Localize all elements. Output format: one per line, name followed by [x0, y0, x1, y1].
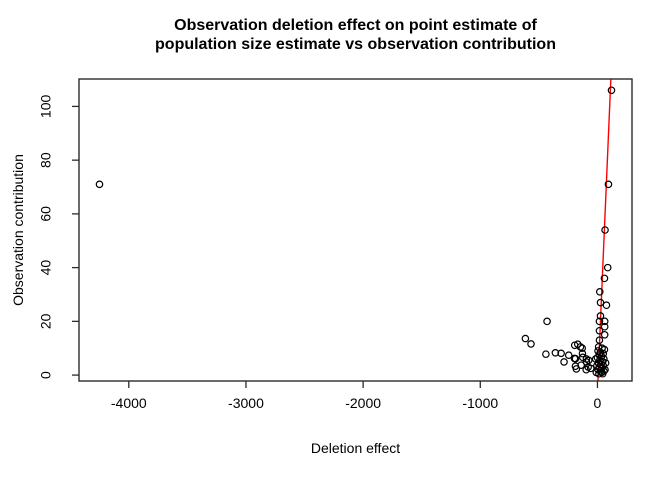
data-point [596, 312, 605, 320]
data-point [543, 317, 551, 326]
data-point [600, 317, 609, 326]
data-point [595, 287, 604, 296]
data-point [601, 359, 610, 367]
y-tick-label: 0 [38, 371, 54, 379]
data-point [604, 180, 613, 189]
data-point [600, 330, 609, 339]
y-tick-label: 100 [38, 95, 54, 119]
data-point [595, 369, 603, 378]
data-point [527, 340, 535, 348]
y-tick-label: 60 [38, 206, 54, 222]
data-point [582, 355, 591, 363]
data-point [571, 354, 580, 363]
x-tick-label: -4000 [111, 395, 147, 411]
data-point [578, 344, 587, 353]
data-point [600, 274, 609, 283]
x-tick-label: -3000 [228, 395, 264, 411]
data-point [602, 301, 611, 310]
x-axis-label: Deletion effect [310, 440, 401, 456]
data-point [582, 358, 591, 366]
data-point [542, 350, 550, 358]
data-point [598, 369, 607, 378]
data-point [578, 349, 587, 358]
data-point [603, 263, 612, 272]
fit-line [597, 78, 612, 382]
data-point [591, 355, 600, 363]
y-tick-label: 20 [38, 313, 54, 329]
data-point [596, 298, 605, 307]
data-point [560, 358, 568, 366]
x-tick-label: -2000 [345, 395, 381, 411]
data-point [95, 180, 104, 189]
data-point [576, 343, 585, 351]
y-tick-label: 40 [38, 260, 54, 276]
data-point [577, 361, 585, 369]
data-point [600, 322, 609, 331]
data-point [521, 334, 530, 343]
data-point [572, 365, 581, 373]
data-point [551, 348, 560, 357]
x-tick-label: 0 [594, 395, 602, 411]
chart-title-line1: Observation deletion effect on point est… [174, 17, 537, 34]
chart-title: Observation deletion effect on point est… [79, 16, 632, 54]
data-point [601, 226, 609, 234]
plot-border [78, 78, 633, 382]
data-point [586, 364, 595, 373]
y-tick-label: 80 [38, 152, 54, 168]
data-point [595, 317, 604, 326]
data-point [557, 349, 565, 358]
data-point [595, 326, 604, 335]
data-point [607, 86, 616, 95]
data-point [578, 353, 587, 362]
chart-title-line2: population size estimate vs observation … [155, 36, 556, 53]
data-point [564, 351, 573, 360]
x-tick-label: -1000 [462, 395, 498, 411]
